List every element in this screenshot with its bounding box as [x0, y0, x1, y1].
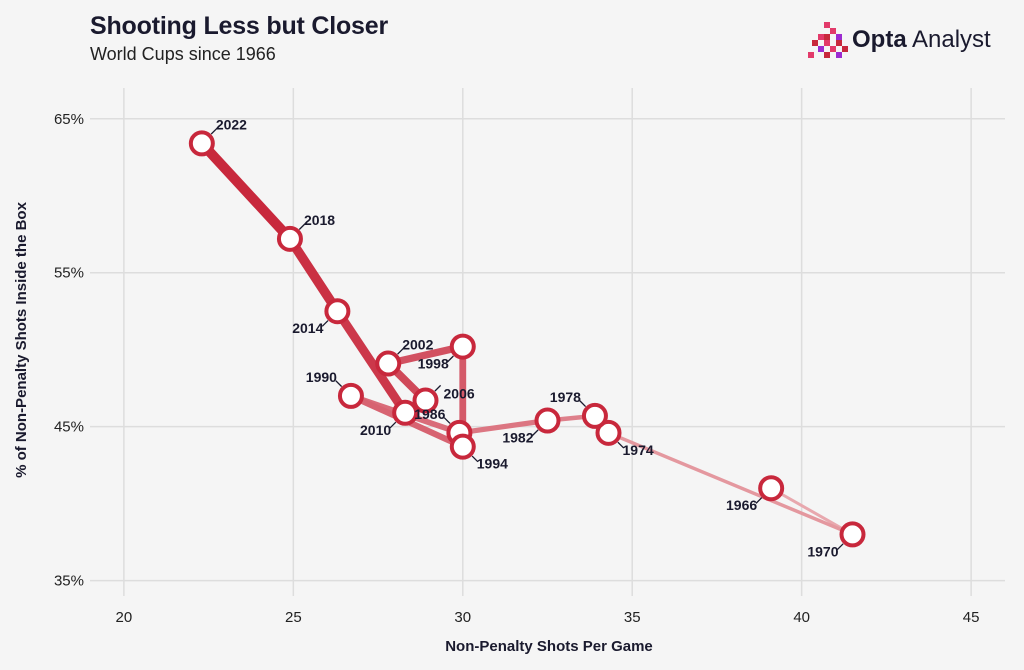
leader-line-2010: [389, 421, 397, 429]
leader-line-1998: [447, 355, 454, 363]
point-label-1998: 1998: [418, 356, 449, 372]
leader-line-2014: [321, 320, 329, 327]
brand-logo: Opta Analyst: [808, 22, 991, 58]
point-marker-2022: [188, 130, 215, 157]
leader-line-1986: [443, 417, 451, 424]
point-marker-2014: [324, 298, 351, 325]
series-markers: [188, 130, 866, 548]
point-label-2014: 2014: [292, 320, 323, 336]
line-segment-2014-2018: [285, 234, 343, 316]
point-label-1970: 1970: [807, 543, 838, 559]
point-label-1978: 1978: [550, 389, 581, 405]
leader-line-2006: [434, 384, 442, 392]
leader-line-1974: [617, 441, 625, 449]
leader-line-1982: [531, 429, 539, 437]
x-tick-label-30: 30: [454, 609, 471, 626]
leader-line-1994: [471, 455, 479, 463]
y-tick-label-55: 55%: [54, 265, 84, 282]
leader-line-2002: [397, 347, 404, 355]
y-tick-labels: 35% 45% 55% 65%: [54, 111, 84, 590]
point-marker-1966: [758, 475, 785, 502]
point-label-2002: 2002: [402, 337, 433, 353]
point-label-2018: 2018: [304, 212, 335, 228]
leader-line-1970: [836, 543, 844, 551]
point-label-2010: 2010: [360, 422, 391, 438]
chart-subtitle: World Cups since 1966: [90, 44, 276, 64]
line-segment-1966-1970: [769, 486, 854, 536]
point-labels: 1966 1970 1974 1978 1982 1986 1990 1994 1998 2002…: [216, 116, 839, 559]
y-axis-title: % of Non-Penalty Shots Inside the Box: [13, 201, 30, 478]
leader-line-1990: [335, 380, 343, 387]
x-tick-labels: 20 25 30 35 40 45: [116, 609, 980, 626]
x-tick-label-20: 20: [116, 609, 133, 626]
x-tick-label-40: 40: [793, 609, 810, 626]
label-leaders: [210, 127, 844, 551]
brand-name: Opta Analyst: [852, 26, 991, 53]
leader-line-2018: [298, 223, 306, 230]
line-segment-1982-1986: [456, 417, 551, 436]
point-marker-1998: [449, 333, 476, 360]
line-segment-2018-2022: [196, 138, 295, 244]
point-marker-2006: [412, 387, 439, 414]
point-marker-1994: [449, 433, 476, 460]
x-axis-title: Non-Penalty Shots Per Game: [445, 638, 653, 655]
line-segment-2010-2014: [332, 306, 410, 418]
point-label-1966: 1966: [726, 497, 757, 513]
point-marker-2018: [276, 225, 303, 252]
point-marker-1982: [534, 407, 561, 434]
opta-pixel-logo-icon: [808, 22, 848, 58]
point-label-1986: 1986: [414, 406, 445, 422]
point-marker-1974: [595, 419, 622, 446]
x-tick-label-25: 25: [285, 609, 302, 626]
y-tick-label-65: 65%: [54, 111, 84, 128]
point-label-1974: 1974: [623, 442, 654, 458]
leader-line-1966: [755, 497, 763, 504]
x-tick-label-35: 35: [624, 609, 641, 626]
point-marker-1990: [337, 382, 364, 409]
point-marker-2002: [375, 350, 402, 377]
series-line: [196, 138, 855, 537]
point-label-1982: 1982: [502, 430, 533, 446]
leader-line-2022: [210, 127, 218, 135]
y-tick-label-45: 45%: [54, 419, 84, 436]
x-tick-label-45: 45: [963, 609, 980, 626]
point-marker-2010: [392, 399, 419, 426]
point-label-2022: 2022: [216, 116, 247, 132]
point-label-1990: 1990: [306, 369, 337, 385]
point-marker-1978: [581, 402, 608, 429]
point-marker-1970: [839, 521, 866, 548]
y-tick-label-35: 35%: [54, 573, 84, 590]
point-label-1994: 1994: [477, 456, 508, 472]
line-segment-1970-1974: [606, 431, 855, 537]
leader-line-1978: [579, 400, 587, 407]
chart-title: Shooting Less but Closer: [90, 12, 388, 40]
point-label-2006: 2006: [444, 385, 475, 401]
